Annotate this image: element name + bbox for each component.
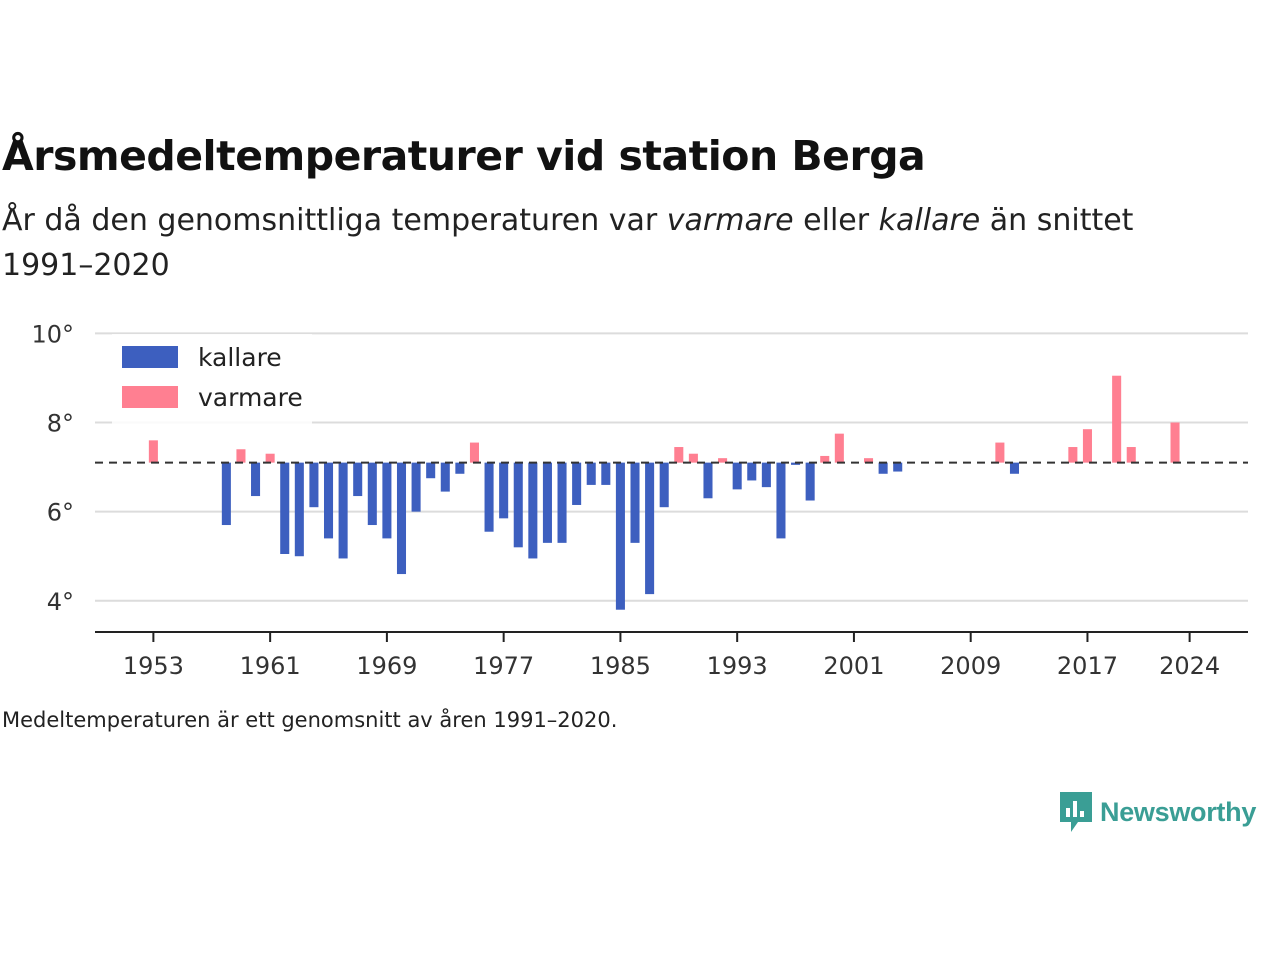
x-tick-label: 1993	[707, 652, 768, 680]
legend: kallare varmare	[112, 334, 312, 424]
subtitle-text-start: År då den genomsnittliga temperaturen va…	[2, 203, 667, 238]
chart-title: Årsmedeltemperaturer vid station Berga	[2, 132, 926, 180]
x-tick-label: 1969	[356, 652, 417, 680]
bar-kallare	[323, 462, 334, 539]
bar-kallare	[659, 462, 669, 508]
brand-name: Newsworthy	[1100, 796, 1257, 827]
bar-kallare	[367, 462, 377, 526]
bar-kallare	[499, 462, 509, 519]
footnote: Medeltemperaturen är ett genomsnitt av å…	[2, 708, 618, 732]
bar-kallare	[411, 462, 421, 512]
bar-varmare	[995, 442, 1005, 463]
y-axis-ticks: 4° 6° 8° 10°	[31, 320, 74, 615]
subtitle-text-middle: eller	[793, 203, 879, 238]
bar-kallare	[455, 462, 465, 474]
bar-kallare	[703, 462, 713, 499]
bar-kallare	[426, 462, 436, 479]
bar-kallare	[440, 462, 450, 492]
bar-kallare	[893, 462, 903, 472]
bar-kallare	[396, 462, 407, 575]
bar-kallare	[221, 462, 231, 526]
bar-varmare	[265, 453, 275, 463]
bar-kallare	[557, 462, 567, 543]
bar-kallare	[513, 462, 523, 548]
brand-logo: Newsworthy	[1058, 790, 1256, 834]
bar-kallare	[645, 462, 655, 595]
bar-kallare	[732, 462, 742, 490]
x-tick-label: 2009	[940, 652, 1001, 680]
bar-kallare	[878, 462, 888, 474]
bar-kallare	[309, 462, 319, 508]
x-tick-label: 2024	[1159, 652, 1220, 680]
x-axis-ticks: 1953 1961 1969 1977 1985 1993 2001 2009 2017 2024	[123, 632, 1220, 680]
subtitle-emphasis-warmer: varmare	[666, 203, 794, 238]
bar-varmare	[469, 442, 479, 463]
bar-varmare	[1068, 447, 1078, 463]
bar-kallare	[615, 462, 625, 610]
x-tick-label: 1977	[473, 652, 534, 680]
x-tick-label: 1953	[123, 652, 184, 680]
y-tick-label: 10°	[31, 320, 74, 348]
bar-varmare	[236, 449, 246, 463]
bar-series	[148, 375, 1180, 610]
newsworthy-logo-icon	[1060, 792, 1092, 832]
x-tick-label: 1985	[590, 652, 651, 680]
y-tick-label: 6°	[47, 499, 74, 527]
x-tick-label: 2017	[1057, 652, 1118, 680]
bar-kallare	[353, 462, 363, 497]
bar-varmare	[834, 433, 844, 463]
subtitle-emphasis-colder: kallare	[878, 203, 981, 238]
bar-varmare	[1126, 447, 1136, 463]
bar-kallare	[572, 462, 582, 505]
bar-kallare	[338, 462, 348, 559]
x-tick-label: 1961	[240, 652, 301, 680]
bar-varmare	[148, 440, 158, 463]
bar-kallare	[294, 462, 304, 557]
legend-label-kallare: kallare	[198, 343, 282, 372]
bar-kallare	[601, 462, 611, 485]
bar-varmare	[688, 453, 698, 463]
legend-swatch-varmare	[122, 386, 178, 408]
bar-kallare	[776, 462, 786, 539]
bar-kallare	[542, 462, 552, 543]
x-tick-label: 2001	[823, 652, 884, 680]
bar-kallare	[747, 462, 757, 481]
bar-kallare	[280, 462, 290, 554]
bar-kallare	[484, 462, 494, 532]
bar-kallare	[791, 462, 801, 465]
bar-varmare	[1082, 429, 1092, 463]
bar-kallare	[630, 462, 640, 543]
legend-swatch-kallare	[122, 346, 178, 368]
bar-varmare	[820, 455, 830, 463]
chart-subtitle: År då den genomsnittliga temperaturen va…	[2, 198, 1202, 288]
bar-kallare	[382, 462, 392, 539]
bar-varmare	[864, 458, 874, 463]
bar-varmare	[718, 458, 728, 463]
bar-kallare	[805, 462, 815, 501]
legend-label-varmare: varmare	[198, 383, 303, 412]
y-tick-label: 4°	[47, 588, 74, 616]
bar-kallare	[528, 462, 538, 559]
bar-varmare	[674, 447, 684, 463]
bar-varmare	[1170, 422, 1180, 463]
bar-kallare	[586, 462, 596, 485]
bar-kallare	[1009, 462, 1020, 474]
y-tick-label: 8°	[47, 410, 74, 438]
bar-kallare	[251, 462, 261, 497]
bar-kallare	[761, 462, 771, 488]
subtitle-text-end: än snittet 1991–2020	[2, 203, 1134, 283]
bar-varmare	[1112, 375, 1122, 463]
